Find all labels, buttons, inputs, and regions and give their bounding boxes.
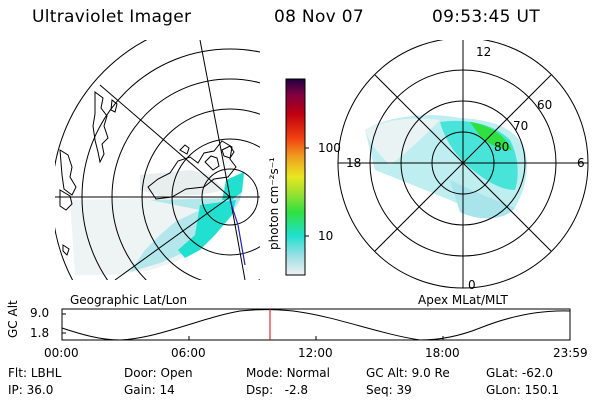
geo-graticule (55, 40, 260, 280)
colorbar-tick-100: 100 (318, 141, 341, 155)
mlt-label-6: 6 (577, 156, 585, 170)
colorbar-unit-label: photon cm⁻²s⁻¹ (267, 157, 281, 250)
info-flt: Flt: LBHL (8, 366, 62, 380)
mlat-label-80: 80 (494, 140, 510, 154)
altitude-plot (61, 308, 571, 341)
altitude-ytick-1: 1.8 (30, 326, 50, 340)
altitude-xtick-2359: 23:59 (553, 346, 588, 360)
info-glat: GLat: -62.0 (486, 366, 553, 380)
altitude-xtick-0600: 06:00 (171, 346, 206, 360)
info-glon: GLon: 150.1 (486, 383, 559, 397)
mlt-label-18: 18 (346, 156, 362, 170)
info-ip: IP: 36.0 (8, 383, 54, 397)
geo-panel-label: Geographic Lat/Lon (70, 293, 188, 307)
altitude-curve (61, 309, 571, 341)
geo-orbit-track (229, 199, 246, 266)
mlt-label-0: 0 (468, 278, 476, 292)
colorbar (285, 78, 309, 276)
altitude-plot-frame (61, 308, 571, 341)
geo-coastlines (59, 91, 237, 256)
info-mode: Mode: Normal (246, 366, 330, 380)
info-dsp: Dsp: -2.8 (246, 383, 309, 397)
apex-panel-label: Apex MLat/MLT (418, 293, 508, 307)
altitude-ylabel: GC Alt (6, 300, 20, 338)
mlat-label-60: 60 (537, 98, 553, 112)
colorbar-scale (285, 78, 306, 276)
colorbar-ticks (305, 147, 309, 237)
info-gc-alt: GC Alt: 9.0 Re (366, 366, 450, 380)
mlat-label-70: 70 (513, 119, 529, 133)
info-seq: Seq: 39 (366, 383, 412, 397)
apex-polar-plot (337, 40, 589, 289)
info-door: Door: Open (124, 366, 193, 380)
info-gain: Gain: 14 (124, 383, 175, 397)
date-label: 08 Nov 07 (274, 7, 364, 27)
altitude-ytick-9: 9.0 (30, 306, 50, 320)
altitude-ticks (62, 313, 444, 340)
colorbar-tick-10: 10 (318, 229, 334, 243)
apex-grid (337, 40, 589, 289)
mlt-label-12: 12 (476, 45, 492, 59)
altitude-xtick-1200: 12:00 (298, 346, 333, 360)
altitude-xtick-1800: 18:00 (425, 346, 460, 360)
time-label: 09:53:45 UT (432, 7, 540, 27)
altitude-xtick-0000: 00:00 (44, 346, 79, 360)
instrument-title: Ultraviolet Imager (32, 7, 192, 27)
